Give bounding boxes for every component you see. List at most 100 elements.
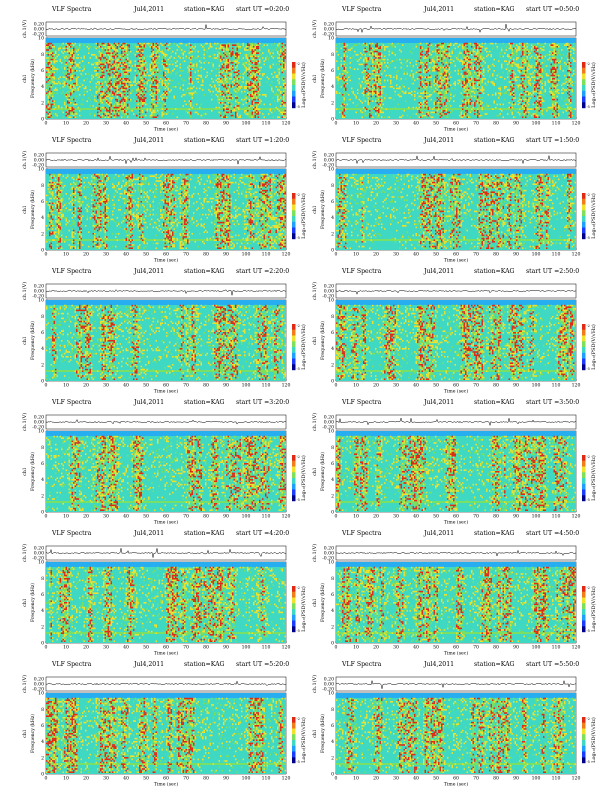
spectrogram-cell xyxy=(477,87,479,90)
spectrogram-cell xyxy=(124,78,126,80)
spectrogram-cell xyxy=(140,105,142,107)
spectrogram-cell xyxy=(251,90,253,93)
spectrogram-cell xyxy=(151,102,153,104)
spectrogram-cell xyxy=(104,46,106,48)
spectrogram-cell xyxy=(242,103,244,106)
spectrogram-cell xyxy=(235,87,237,90)
spectrogram-cell xyxy=(271,55,273,58)
spectrogram-cell xyxy=(122,54,124,56)
spectrogram-cell xyxy=(435,106,437,109)
spectrogram-cell xyxy=(95,62,97,64)
spectrogram-cell xyxy=(372,89,374,91)
spectrogram-cell xyxy=(116,94,118,96)
spectrogram-cell xyxy=(278,82,280,85)
spectrogram-cell xyxy=(444,42,446,45)
spectrogram-cell xyxy=(68,49,70,51)
spectrogram-cell xyxy=(248,111,250,114)
spectrogram-cell xyxy=(71,90,73,93)
spectrogram-cell xyxy=(49,108,51,110)
spectrogram-cell xyxy=(448,47,450,50)
spectrogram-cell xyxy=(248,79,250,82)
spectrogram-cell xyxy=(106,94,108,96)
spectrogram-cell xyxy=(397,70,399,72)
spectrogram-cell xyxy=(142,55,144,58)
spectrogram-cell xyxy=(439,84,441,86)
spectrogram-cell xyxy=(142,78,144,80)
spectrogram-cell xyxy=(435,63,437,66)
spectrogram-cell xyxy=(424,90,426,93)
spectrogram-cell xyxy=(142,89,144,91)
spectrogram-cell xyxy=(53,71,55,74)
spectrogram-cell xyxy=(190,73,192,75)
spectrogram-cell xyxy=(376,63,378,66)
spectrogram-cell xyxy=(217,54,219,56)
spectrogram-cell xyxy=(435,103,437,106)
spectrogram-cell xyxy=(235,114,237,117)
spectrogram-cell xyxy=(109,106,111,109)
spectrogram-cell xyxy=(247,94,249,96)
spectrogram-cell xyxy=(227,52,229,54)
spectrogram-cell xyxy=(403,71,405,74)
spectrogram-cell xyxy=(460,98,462,101)
spectrogram-cell xyxy=(445,50,447,53)
spectrogram-cell xyxy=(71,111,73,114)
spectrogram-cell xyxy=(76,76,78,78)
spectrogram-cell xyxy=(477,63,479,66)
spectrogram-cell xyxy=(251,84,253,86)
spectrogram-cell xyxy=(163,73,165,75)
spectrogram-cell xyxy=(155,44,157,46)
spectrogram-cell xyxy=(100,94,102,96)
spectrogram-cell xyxy=(283,90,285,93)
spectrogram-cell xyxy=(463,62,465,64)
spectrogram-cell xyxy=(143,82,145,85)
spectrogram-cell xyxy=(122,105,124,107)
spectrogram-cell xyxy=(167,58,169,61)
spectrogram-cell xyxy=(438,42,440,45)
spectrogram-cell xyxy=(167,71,169,74)
spectrogram-cell xyxy=(477,92,479,94)
spectrogram-cell xyxy=(61,50,63,53)
spectrogram-cell xyxy=(116,97,118,99)
spectrogram-cell xyxy=(283,68,285,70)
spectrogram-cell xyxy=(469,66,471,69)
spectrogram-cell xyxy=(64,55,66,58)
spectrogram-cell xyxy=(284,111,286,114)
spectrogram-cell xyxy=(366,108,368,110)
spectrogram-cell xyxy=(110,50,112,53)
spectrogram-cell xyxy=(388,49,390,51)
spectrogram-cell xyxy=(163,110,165,112)
spectrogram-cell xyxy=(100,90,102,93)
spectrogram-cell xyxy=(98,81,100,83)
spectrogram-cell xyxy=(343,54,345,56)
spectrogram-cell xyxy=(97,114,99,117)
spectrogram-cell xyxy=(393,60,395,62)
spectrogram-cell xyxy=(62,79,64,82)
spectrogram-cell xyxy=(245,74,247,77)
spectrogram-cell xyxy=(158,81,160,83)
spectrogram-cell xyxy=(46,57,48,59)
spectrogram-panel: VLF Spectra Jul4,2011 station=KAG start UT … xyxy=(296,2,596,132)
spectrogram-cell xyxy=(136,114,138,117)
spectrogram-cell xyxy=(71,73,73,75)
spectrogram-cell xyxy=(65,95,67,98)
spectrogram-cell xyxy=(343,63,345,66)
spectrogram-cell xyxy=(49,82,51,85)
spectrogram-cell xyxy=(432,111,434,114)
spectrogram-cell xyxy=(106,46,108,48)
spectrogram-cell xyxy=(161,103,163,106)
spectrogram-cell xyxy=(98,62,100,64)
spectrogram-cell xyxy=(363,70,365,72)
spectrogram-cell xyxy=(439,116,441,118)
spectrogram-cell xyxy=(140,58,142,61)
spectrogram-cell xyxy=(164,44,166,46)
spectrogram-cell xyxy=(235,55,237,58)
spectrogram-cell xyxy=(115,54,117,56)
spectrogram-cell xyxy=(277,74,279,77)
spectrogram-cell xyxy=(58,82,60,85)
spectrogram-cell xyxy=(367,57,369,59)
spectrogram-cell xyxy=(118,63,120,66)
spectrogram-cell xyxy=(58,106,60,109)
spectrogram-cell xyxy=(98,105,100,107)
spectrogram-cell xyxy=(143,66,145,69)
spectrogram-cell xyxy=(451,49,453,51)
